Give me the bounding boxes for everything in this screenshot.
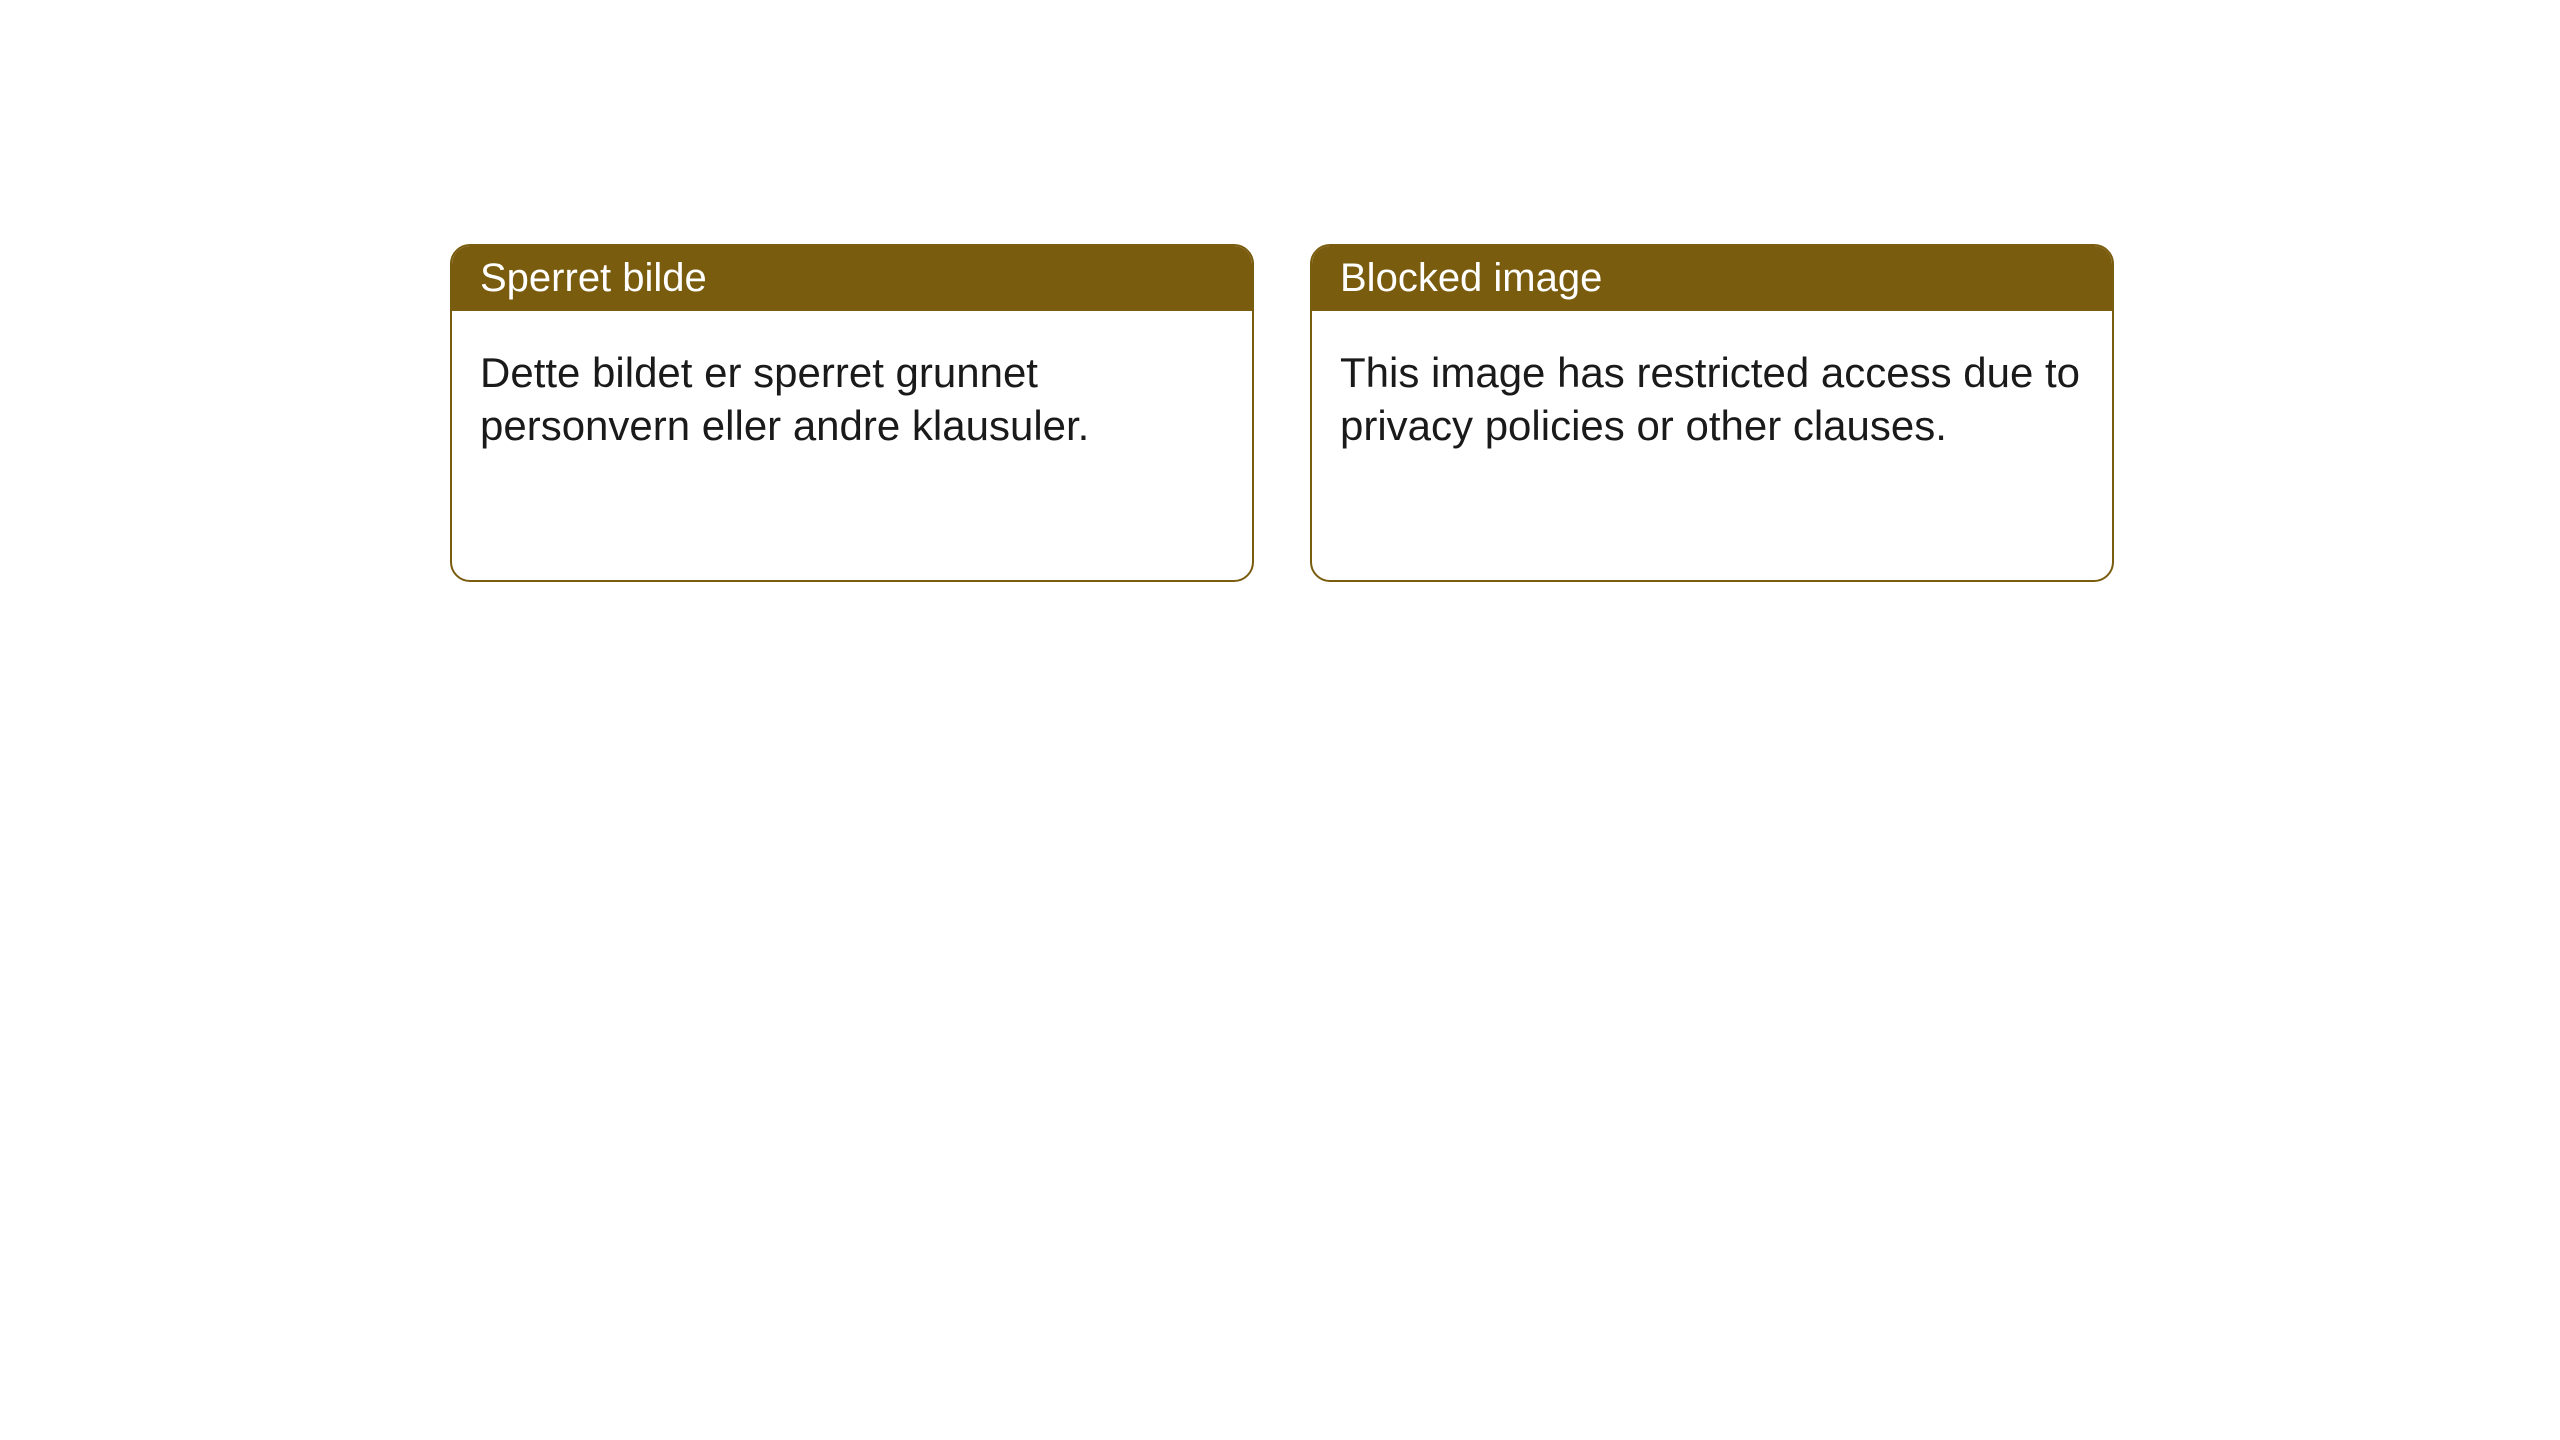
card-body-en: This image has restricted access due to … bbox=[1312, 311, 2112, 488]
blocked-image-card-no: Sperret bilde Dette bildet er sperret gr… bbox=[450, 244, 1254, 582]
card-title-en: Blocked image bbox=[1312, 246, 2112, 311]
card-body-no: Dette bildet er sperret grunnet personve… bbox=[452, 311, 1252, 488]
blocked-image-card-en: Blocked image This image has restricted … bbox=[1310, 244, 2114, 582]
card-title-no: Sperret bilde bbox=[452, 246, 1252, 311]
blocked-image-notice-container: Sperret bilde Dette bildet er sperret gr… bbox=[0, 0, 2560, 582]
